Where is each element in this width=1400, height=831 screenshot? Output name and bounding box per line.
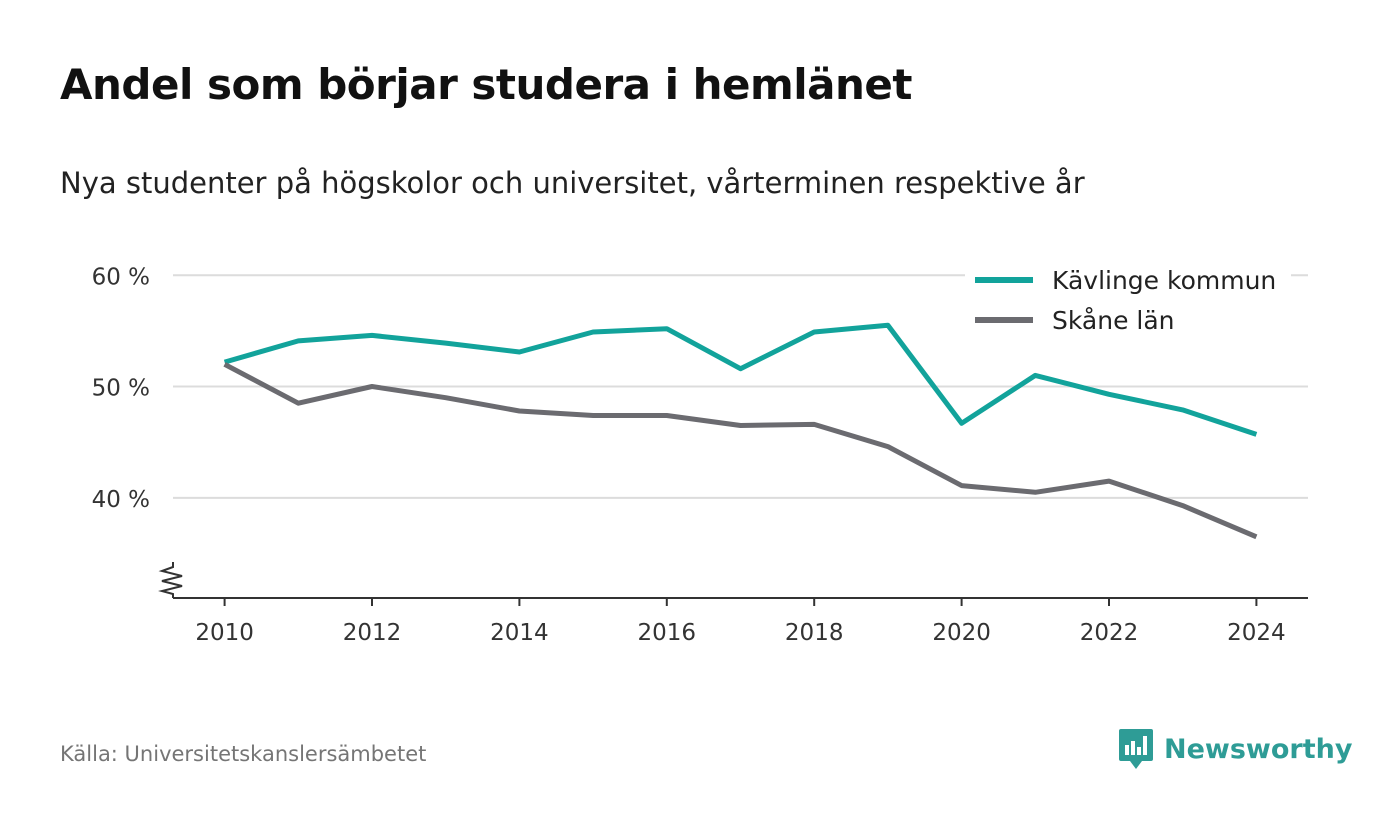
y-tick-label: 40 %: [92, 487, 150, 513]
chart-title: Andel som börjar studera i hemlänet: [60, 60, 913, 109]
x-tick-label: 2016: [638, 620, 697, 646]
brand-name: Newsworthy: [1164, 733, 1353, 765]
series-line-skane: [223, 362, 1258, 540]
y-axis: 40 % 50 % 60 %: [92, 264, 183, 598]
legend-label: Kävlinge kommun: [1052, 266, 1276, 295]
x-tick-label: 2020: [932, 620, 991, 646]
x-axis: 2010 2012 2014 2016 2018 2020 2022 2024: [173, 597, 1308, 646]
axis-break-icon: [158, 562, 183, 598]
y-tick-label: 60 %: [92, 264, 150, 290]
legend-background: [965, 262, 1291, 340]
x-tick-label: 2024: [1227, 620, 1286, 646]
series-lines: [223, 322, 1258, 540]
source-note: Källa: Universitetskanslersämbetet: [60, 742, 427, 766]
series-line-kavlinge: [223, 322, 1258, 437]
x-tick-label: 2010: [195, 620, 254, 646]
legend: Kävlinge kommun Skåne län: [965, 262, 1291, 340]
legend-label: Skåne län: [1052, 306, 1175, 335]
newsworthy-logo-icon: [1119, 729, 1153, 769]
x-tick-label: 2014: [490, 620, 549, 646]
chart-subtitle: Nya studenter på högskolor och universit…: [60, 166, 1085, 200]
x-tick-label: 2012: [343, 620, 402, 646]
x-tick-label: 2022: [1080, 620, 1139, 646]
brand-logo: Newsworthy: [1118, 727, 1352, 771]
x-tick-label: 2018: [785, 620, 844, 646]
y-tick-label: 50 %: [92, 376, 150, 402]
